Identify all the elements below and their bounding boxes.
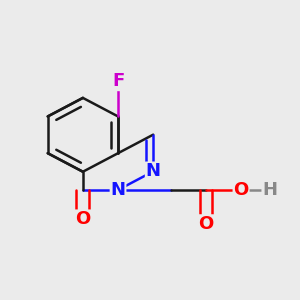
Text: F: F — [112, 72, 124, 90]
Text: H: H — [262, 181, 277, 199]
Text: O: O — [198, 215, 214, 233]
Text: N: N — [110, 181, 125, 199]
Text: O: O — [75, 210, 91, 228]
Text: N: N — [146, 162, 161, 180]
Text: O: O — [233, 181, 249, 199]
